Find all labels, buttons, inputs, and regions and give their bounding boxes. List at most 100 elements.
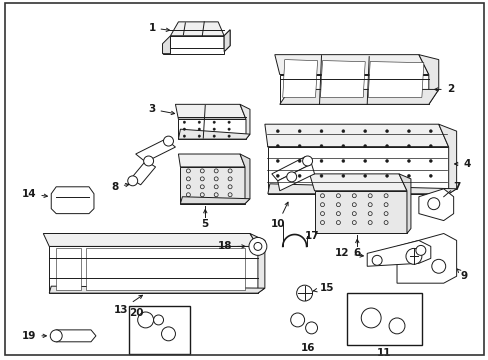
Bar bbox=[128, 306, 190, 354]
Text: 20: 20 bbox=[128, 308, 143, 318]
Polygon shape bbox=[398, 174, 410, 234]
Circle shape bbox=[415, 246, 425, 255]
Polygon shape bbox=[224, 30, 230, 52]
Polygon shape bbox=[367, 62, 423, 97]
Circle shape bbox=[319, 145, 323, 148]
Polygon shape bbox=[86, 248, 244, 290]
Polygon shape bbox=[249, 234, 264, 293]
Circle shape bbox=[385, 130, 388, 132]
Circle shape bbox=[248, 238, 266, 255]
Circle shape bbox=[385, 174, 388, 177]
Polygon shape bbox=[162, 36, 170, 54]
Circle shape bbox=[127, 176, 138, 186]
Circle shape bbox=[183, 128, 185, 130]
Polygon shape bbox=[170, 22, 224, 36]
Text: 5: 5 bbox=[201, 219, 208, 229]
Polygon shape bbox=[178, 154, 244, 167]
Text: 4: 4 bbox=[454, 159, 470, 169]
Polygon shape bbox=[51, 330, 96, 342]
Polygon shape bbox=[271, 157, 311, 181]
Circle shape bbox=[341, 174, 344, 177]
Text: 10: 10 bbox=[270, 202, 287, 229]
Polygon shape bbox=[282, 60, 317, 97]
Polygon shape bbox=[136, 139, 175, 162]
Circle shape bbox=[361, 308, 380, 328]
Polygon shape bbox=[396, 234, 456, 283]
Polygon shape bbox=[274, 55, 428, 75]
Circle shape bbox=[407, 174, 409, 177]
Circle shape bbox=[305, 322, 317, 334]
Text: 3: 3 bbox=[148, 104, 174, 114]
Circle shape bbox=[227, 128, 230, 130]
Polygon shape bbox=[267, 147, 448, 194]
Circle shape bbox=[363, 130, 366, 132]
Bar bbox=[346, 293, 421, 345]
Circle shape bbox=[341, 145, 344, 148]
Polygon shape bbox=[180, 167, 244, 204]
Polygon shape bbox=[178, 119, 245, 139]
Circle shape bbox=[290, 313, 304, 327]
Circle shape bbox=[428, 145, 431, 148]
Circle shape bbox=[276, 145, 279, 148]
Circle shape bbox=[213, 128, 215, 130]
Polygon shape bbox=[320, 60, 365, 97]
Polygon shape bbox=[240, 104, 249, 139]
Polygon shape bbox=[418, 55, 438, 104]
Polygon shape bbox=[180, 197, 249, 204]
Text: 6: 6 bbox=[353, 248, 360, 258]
Text: 7: 7 bbox=[453, 182, 460, 192]
Circle shape bbox=[213, 135, 215, 137]
Circle shape bbox=[276, 159, 279, 162]
Circle shape bbox=[341, 159, 344, 162]
Circle shape bbox=[198, 128, 200, 130]
Circle shape bbox=[138, 312, 153, 328]
Circle shape bbox=[363, 145, 366, 148]
Text: 11: 11 bbox=[376, 348, 390, 358]
Circle shape bbox=[276, 174, 279, 177]
Circle shape bbox=[298, 159, 301, 162]
Circle shape bbox=[431, 259, 445, 273]
Circle shape bbox=[183, 121, 185, 123]
Text: 9: 9 bbox=[456, 269, 467, 281]
Circle shape bbox=[276, 130, 279, 132]
Circle shape bbox=[153, 315, 163, 325]
Circle shape bbox=[298, 145, 301, 148]
Text: 1: 1 bbox=[148, 23, 169, 33]
Polygon shape bbox=[49, 286, 264, 293]
Polygon shape bbox=[49, 246, 257, 293]
Polygon shape bbox=[175, 104, 245, 119]
Circle shape bbox=[286, 172, 296, 182]
Circle shape bbox=[161, 327, 175, 341]
Polygon shape bbox=[51, 187, 94, 213]
Text: 19: 19 bbox=[22, 331, 46, 341]
Circle shape bbox=[428, 174, 431, 177]
Circle shape bbox=[388, 318, 404, 334]
Circle shape bbox=[385, 145, 388, 148]
Polygon shape bbox=[314, 191, 406, 234]
Circle shape bbox=[319, 130, 323, 132]
Polygon shape bbox=[279, 89, 438, 104]
Circle shape bbox=[405, 248, 421, 264]
Circle shape bbox=[407, 159, 409, 162]
Circle shape bbox=[428, 159, 431, 162]
Polygon shape bbox=[309, 174, 406, 191]
Polygon shape bbox=[438, 124, 456, 194]
Circle shape bbox=[363, 174, 366, 177]
Circle shape bbox=[296, 285, 312, 301]
Polygon shape bbox=[279, 75, 428, 104]
Circle shape bbox=[371, 255, 381, 265]
Circle shape bbox=[298, 130, 301, 132]
Circle shape bbox=[407, 145, 409, 148]
Polygon shape bbox=[366, 240, 430, 266]
Text: 17: 17 bbox=[304, 231, 319, 242]
Circle shape bbox=[198, 121, 200, 123]
Text: 12: 12 bbox=[334, 248, 363, 258]
Polygon shape bbox=[178, 129, 249, 139]
Polygon shape bbox=[240, 154, 249, 204]
Text: 18: 18 bbox=[217, 242, 244, 251]
Circle shape bbox=[227, 121, 230, 123]
Text: 15: 15 bbox=[313, 283, 333, 293]
Circle shape bbox=[428, 130, 431, 132]
Circle shape bbox=[227, 135, 230, 137]
Polygon shape bbox=[130, 161, 155, 185]
